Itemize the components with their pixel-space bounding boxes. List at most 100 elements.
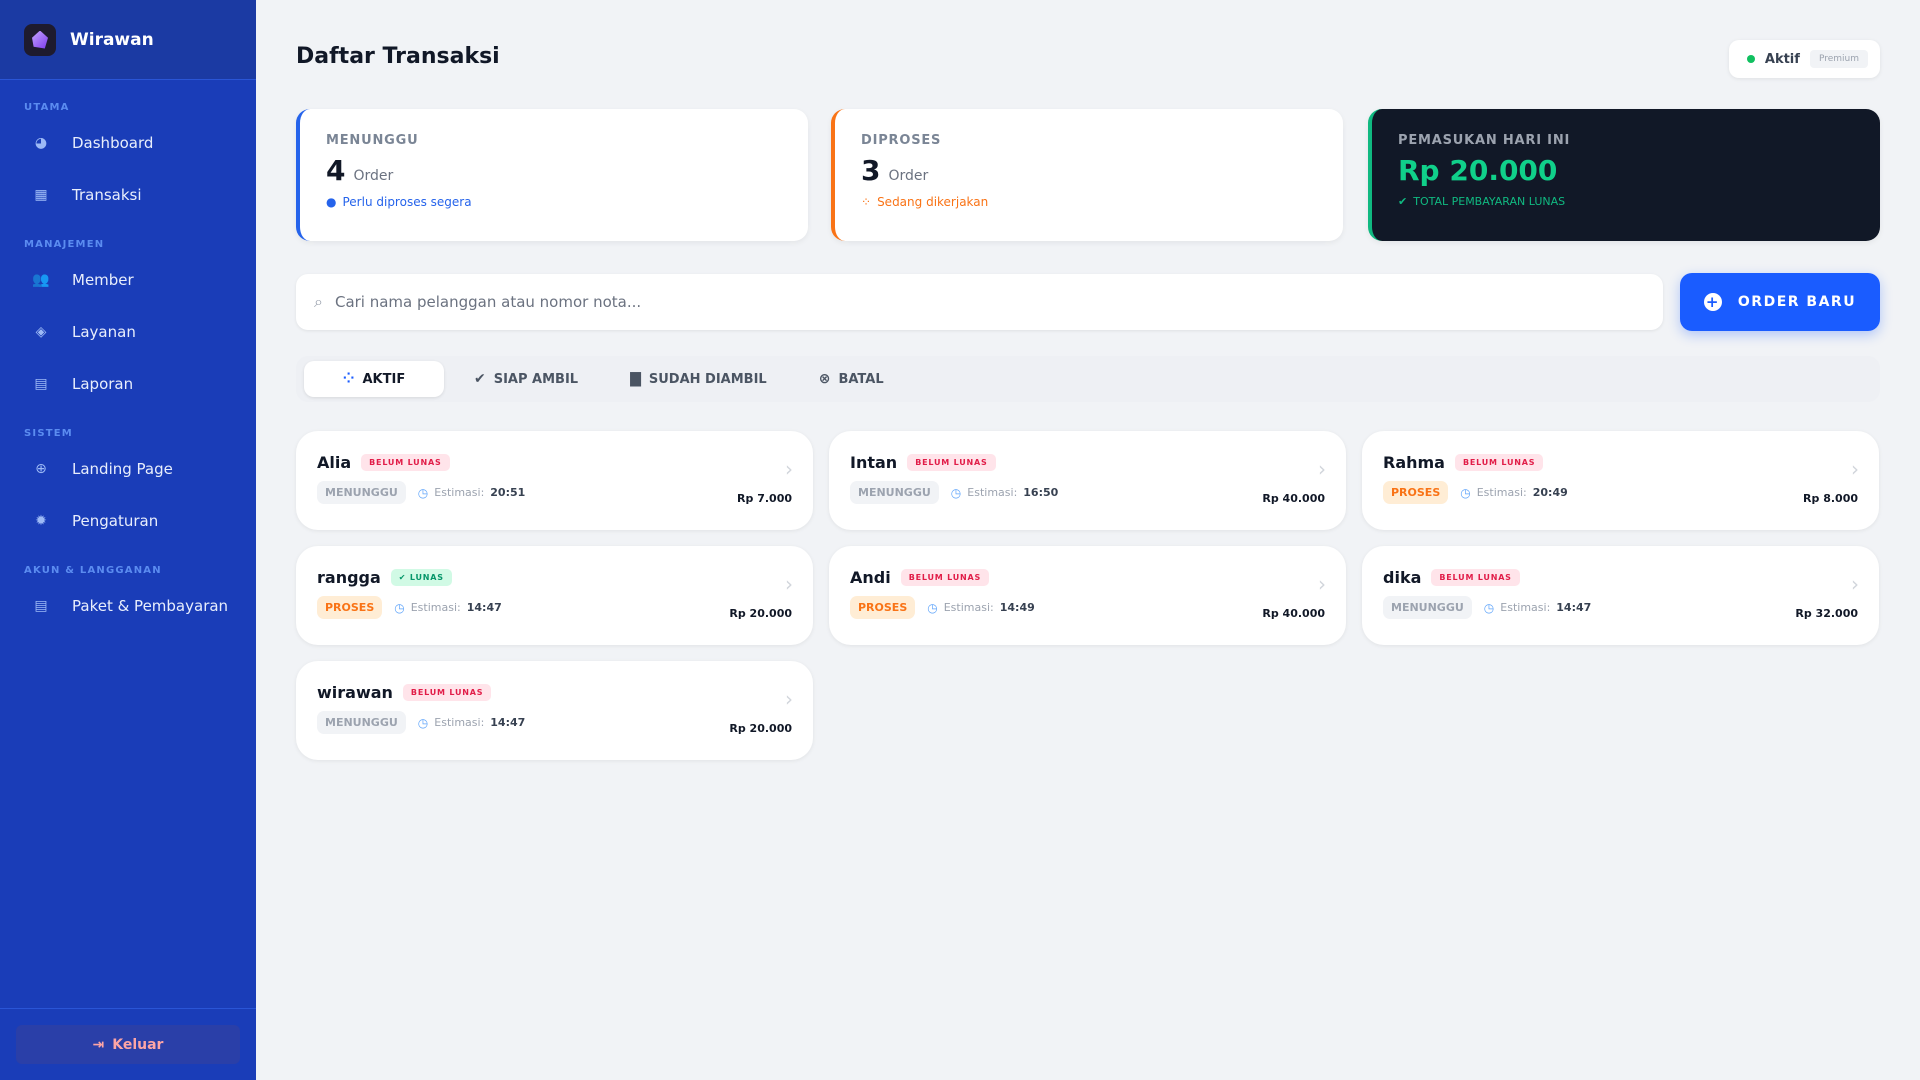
- sidebar-item-paket-pembayaran[interactable]: ▤ Paket & Pembayaran: [0, 584, 256, 628]
- chevron-right-icon: ›: [1851, 572, 1859, 596]
- check-circle-icon: ✔: [1398, 195, 1408, 208]
- sidebar-item-laporan[interactable]: ▤ Laporan: [0, 362, 256, 406]
- file-invoice-icon: ▤: [34, 598, 48, 614]
- sidebar-item-member[interactable]: 👥 Member: [0, 258, 256, 302]
- clock-icon: ◷: [1460, 485, 1471, 500]
- order-price: Rp 8.000: [1803, 492, 1858, 505]
- order-list: Alia BELUM LUNAS MENUNGGU ◷ Estimasi: 20:5…: [296, 431, 1880, 760]
- clock-icon: ◷: [1483, 600, 1495, 615]
- tab-label: AKTIF: [362, 371, 406, 387]
- sidebar-item-label: Transaksi: [72, 186, 142, 204]
- sidebar-item-label: Dashboard: [72, 134, 154, 152]
- estimate-time: 14:47: [1556, 601, 1592, 614]
- payment-label: BELUM LUNAS: [908, 573, 982, 582]
- sidebar-item-pengaturan[interactable]: ✹ Pengaturan: [0, 499, 256, 543]
- estimate-time: 14:47: [490, 716, 526, 729]
- payment-badge: BELUM LUNAS: [1431, 569, 1520, 586]
- tab-aktif[interactable]: ⁘ AKTIF: [304, 361, 444, 397]
- page-title: Daftar Transaksi: [296, 44, 500, 69]
- stat-diproses: DIPROSES 3 Order ⁘ Sedang dikerjakan: [831, 109, 1343, 241]
- sidebar-item-dashboard[interactable]: ◕ Dashboard: [0, 121, 256, 165]
- status-tabs: ⁘ AKTIF ✔ SIAP AMBIL ▇ SUDAH DIAMBIL ⊗ BATAL: [296, 356, 1880, 402]
- stat-unit: Order: [353, 168, 394, 184]
- payment-label: BELUM LUNAS: [1439, 573, 1512, 582]
- customer-name: Intan: [850, 453, 898, 472]
- estimate-label: Estimasi:: [967, 486, 1018, 499]
- sidebar-item-landing-page[interactable]: ⊕ Landing Page: [0, 447, 256, 491]
- stat-note: TOTAL PEMBAYARAN LUNAS: [1413, 195, 1566, 208]
- order-card[interactable]: wirawan BELUM LUNAS MENUNGGU ◷ Estimasi: 1…: [296, 661, 813, 760]
- new-order-label: ORDER BARU: [1737, 294, 1857, 310]
- customer-name: rangga: [317, 568, 381, 587]
- box-icon: ▇: [630, 371, 641, 387]
- customer-name: Andi: [850, 568, 891, 587]
- brand-name: Wirawan: [70, 29, 154, 50]
- sidebar-item-label: Member: [72, 271, 134, 289]
- sidebar-item-transaksi[interactable]: ▦ Transaksi: [0, 173, 256, 217]
- clock-icon: ◷: [417, 485, 429, 500]
- payment-badge: BELUM LUNAS: [402, 684, 492, 701]
- estimate-time: 14:49: [999, 601, 1035, 614]
- status-text: Aktif: [1764, 51, 1800, 67]
- sidebar-section-label: MANAJEMEN: [24, 239, 105, 250]
- status-badge: MENUNGGU: [317, 711, 406, 734]
- sidebar-section-label: SISTEM: [24, 428, 73, 439]
- estimate-label: Estimasi:: [943, 601, 994, 614]
- chevron-right-icon: ›: [785, 457, 793, 481]
- customer-name: Alia: [317, 453, 352, 472]
- spinner-icon: ⁘: [861, 195, 872, 209]
- stat-label: PEMASUKAN HARI INI: [1398, 133, 1571, 148]
- status-badge: MENUNGGU: [850, 481, 939, 504]
- brand[interactable]: Wirawan: [0, 0, 256, 80]
- cash-register-icon: ▦: [34, 187, 48, 203]
- payment-label: LUNAS: [409, 573, 444, 582]
- order-price: Rp 20.000: [729, 722, 792, 735]
- new-order-button[interactable]: + ORDER BARU: [1680, 273, 1880, 331]
- logout-button[interactable]: ⇥ Keluar: [16, 1025, 240, 1064]
- gear-icon: ✹: [35, 513, 47, 529]
- chevron-right-icon: ›: [785, 572, 793, 596]
- estimate-time: 20:49: [1532, 486, 1568, 499]
- payment-badge: BELUM LUNAS: [1454, 454, 1544, 471]
- globe-icon: ⊕: [35, 461, 47, 477]
- order-card[interactable]: Andi BELUM LUNAS PROSES ◷ Estimasi: 14:49 …: [829, 546, 1346, 645]
- search-input[interactable]: [334, 293, 1535, 311]
- order-card[interactable]: rangga ✔ LUNAS PROSES ◷ Estimasi: 14:47 › …: [296, 546, 813, 645]
- tab-batal[interactable]: ⊗ BATAL: [797, 361, 906, 397]
- order-card[interactable]: Intan BELUM LUNAS MENUNGGU ◷ Estimasi: 16:…: [829, 431, 1346, 530]
- order-card[interactable]: dika BELUM LUNAS MENUNGGU ◷ Estimasi: 14:4…: [1362, 546, 1879, 645]
- stat-value: Rp 20.000: [1398, 154, 1558, 187]
- stat-label: DIPROSES: [861, 133, 942, 148]
- payment-label: BELUM LUNAS: [369, 458, 442, 467]
- x-circle-icon: ⊗: [818, 371, 831, 387]
- estimate-time: 16:50: [1023, 486, 1059, 499]
- chevron-right-icon: ›: [1318, 572, 1326, 596]
- order-card[interactable]: Alia BELUM LUNAS MENUNGGU ◷ Estimasi: 20:5…: [296, 431, 813, 530]
- tab-siap-ambil[interactable]: ✔ SIAP AMBIL: [452, 361, 600, 397]
- order-card[interactable]: Rahma BELUM LUNAS PROSES ◷ Estimasi: 20:49…: [1362, 431, 1879, 530]
- payment-badge: ✔ LUNAS: [390, 569, 452, 586]
- account-status: Aktif Premium: [1728, 40, 1880, 78]
- status-badge: MENUNGGU: [317, 481, 406, 504]
- tags-icon: ◈: [35, 324, 47, 340]
- payment-label: BELUM LUNAS: [410, 688, 484, 697]
- check-circle-icon: ✔: [474, 371, 486, 387]
- plan-badge: Premium: [1809, 50, 1868, 68]
- main: Daftar Transaksi Aktif Premium MENUNGGU …: [256, 0, 1920, 1080]
- tab-label: SIAP AMBIL: [493, 371, 579, 387]
- stat-menunggu: MENUNGGU 4 Order ● Perlu diproses segera: [296, 109, 808, 241]
- sidebar-item-label: Pengaturan: [72, 512, 159, 530]
- payment-label: BELUM LUNAS: [1462, 458, 1536, 467]
- status-dot-icon: [1746, 55, 1755, 63]
- tab-sudah-diambil[interactable]: ▇ SUDAH DIAMBIL: [608, 361, 789, 397]
- stat-pemasukan: PEMASUKAN HARI INI Rp 20.000 ✔ TOTAL PEMB…: [1368, 109, 1880, 241]
- tab-label: BATAL: [838, 371, 884, 387]
- stat-unit: Order: [888, 168, 929, 184]
- customer-name: dika: [1383, 568, 1422, 587]
- chevron-right-icon: ›: [1851, 457, 1859, 481]
- sidebar-item-layanan[interactable]: ◈ Layanan: [0, 310, 256, 354]
- stat-value: 4: [326, 154, 346, 187]
- stat-note: Perlu diproses segera: [342, 195, 472, 209]
- status-badge: PROSES: [1383, 481, 1449, 504]
- sidebar-section-label: AKUN & LANGGANAN: [24, 565, 162, 576]
